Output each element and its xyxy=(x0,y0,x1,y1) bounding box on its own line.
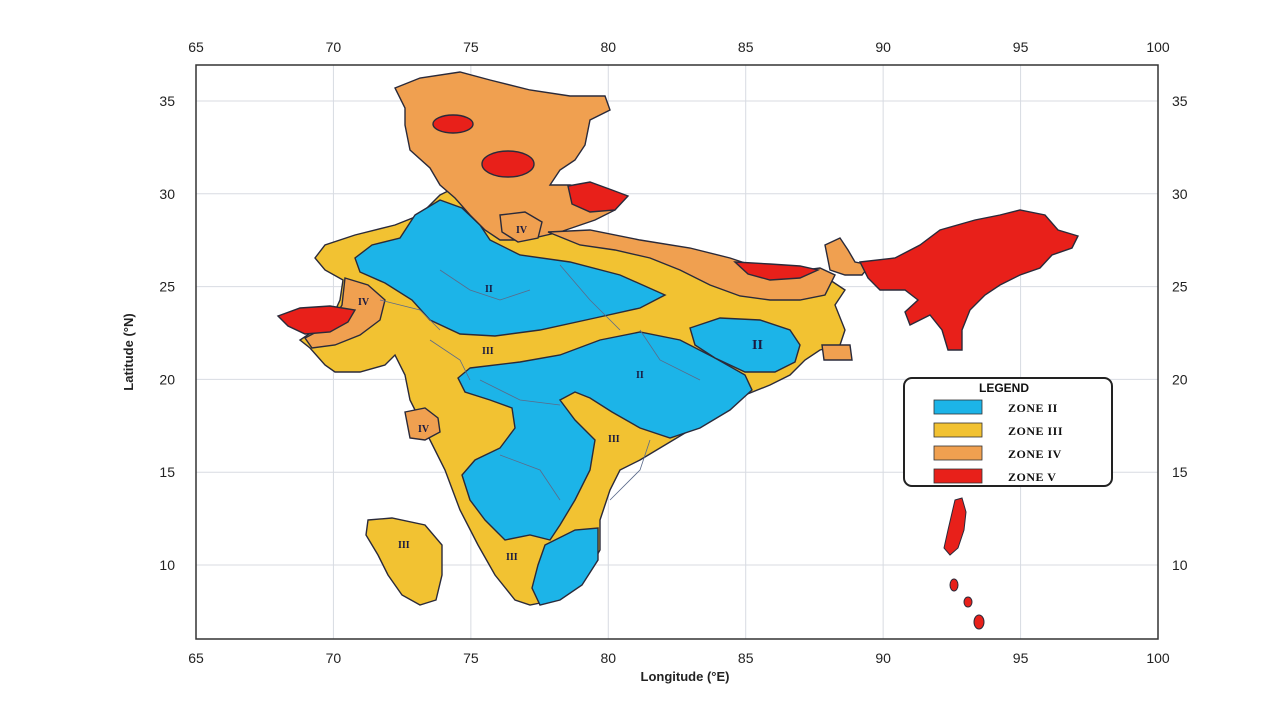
state-border-lines xyxy=(379,264,701,501)
bottom-tick-lon-90: 90 xyxy=(875,650,891,666)
zone-label-iv-north: IV xyxy=(516,225,528,236)
bottom-tick-lon-65: 65 xyxy=(188,650,204,666)
legend-swatch-3 xyxy=(933,422,983,438)
zone-label-iii-lakshadweep: III xyxy=(398,540,410,551)
axis-ticks: 65 65 70 70 75 75 80 80 85 85 90 90 95 95 100 100 35 35 30… xyxy=(159,39,1187,666)
zone-iv-delhi xyxy=(499,211,543,243)
legend: LEGEND ZONE II ZONE III ZONE IV ZONE V xyxy=(903,377,1113,487)
zone-v-northeast xyxy=(858,209,1079,351)
zone-ii-south xyxy=(531,527,599,606)
legend-swatch-4 xyxy=(933,445,983,461)
top-tick-lon-70: 70 xyxy=(326,39,342,55)
left-tick-lat-20: 20 xyxy=(159,371,175,387)
plot-frame xyxy=(195,64,1159,640)
left-tick-lat-35: 35 xyxy=(159,93,175,109)
zone-v-nicobar-2 xyxy=(963,596,973,608)
zone-v-himachal xyxy=(481,150,535,178)
zone-label-iv-konkan: IV xyxy=(418,424,430,435)
zone-label-ii-odisha: II xyxy=(752,338,763,353)
legend-swatch-5 xyxy=(933,468,983,484)
legend-label-2: ZONE II xyxy=(1008,401,1058,415)
legend-title: LEGEND xyxy=(979,381,1029,395)
zone-iii-lakshadweep xyxy=(365,517,443,606)
right-tick-lat-10: 10 xyxy=(1172,557,1188,573)
zone-v-andaman xyxy=(943,497,967,556)
left-tick-lat-10: 10 xyxy=(159,557,175,573)
right-tick-lat-20: 20 xyxy=(1172,371,1188,387)
zone-label-iii-central: III xyxy=(482,346,494,357)
zone-label-ii-central: II xyxy=(485,284,493,295)
y-axis-title: Latitude (°N) xyxy=(121,313,136,390)
zone-ii-central xyxy=(354,199,667,337)
bottom-tick-lon-100: 100 xyxy=(1146,650,1170,666)
right-tick-lat-25: 25 xyxy=(1172,279,1188,295)
top-tick-lon-100: 100 xyxy=(1146,39,1170,55)
zone-ii-odisha xyxy=(689,317,801,373)
right-tick-lat-15: 15 xyxy=(1172,464,1188,480)
zone-v-kashmir xyxy=(432,114,474,134)
zone-v-nicobar-3 xyxy=(973,614,985,630)
legend-swatch-2 xyxy=(933,399,983,415)
top-tick-lon-90: 90 xyxy=(875,39,891,55)
top-tick-lon-80: 80 xyxy=(600,39,616,55)
bottom-tick-lon-80: 80 xyxy=(600,650,616,666)
zone-label-iv-kutch: IV xyxy=(358,297,370,308)
left-tick-lat-30: 30 xyxy=(159,186,175,202)
zone-v-bihar xyxy=(733,261,821,281)
zone-iv-himalaya xyxy=(547,229,836,301)
zone-label-iii-south: III xyxy=(506,552,518,563)
right-tick-lat-30: 30 xyxy=(1172,186,1188,202)
legend-items: ZONE II ZONE III ZONE IV ZONE V xyxy=(933,399,1063,484)
bottom-tick-lon-70: 70 xyxy=(326,650,342,666)
top-tick-lon-65: 65 xyxy=(188,39,204,55)
zone-v-uttarakhand xyxy=(567,181,630,213)
zone-v-kutch xyxy=(276,305,357,335)
legend-label-3: ZONE III xyxy=(1008,424,1063,438)
left-tick-lat-25: 25 xyxy=(159,279,175,295)
bottom-tick-lon-75: 75 xyxy=(463,650,479,666)
x-axis-title: Longitude (°E) xyxy=(641,669,730,684)
bottom-tick-lon-85: 85 xyxy=(738,650,754,666)
bottom-tick-lon-95: 95 xyxy=(1013,650,1029,666)
legend-label-4: ZONE IV xyxy=(1008,447,1062,461)
top-tick-lon-95: 95 xyxy=(1013,39,1029,55)
zone-label-ii-east: II xyxy=(636,370,644,381)
zone-iv-bengal-box xyxy=(821,344,853,361)
zone-v-nicobar-1 xyxy=(949,578,959,592)
zone-iv-konkan xyxy=(404,407,441,441)
right-tick-lat-35: 35 xyxy=(1172,93,1188,109)
left-tick-lat-15: 15 xyxy=(159,464,175,480)
top-tick-lon-85: 85 xyxy=(738,39,754,55)
legend-label-5: ZONE V xyxy=(1008,470,1056,484)
top-tick-lon-75: 75 xyxy=(463,39,479,55)
zone-label-iii-east: III xyxy=(608,434,620,445)
